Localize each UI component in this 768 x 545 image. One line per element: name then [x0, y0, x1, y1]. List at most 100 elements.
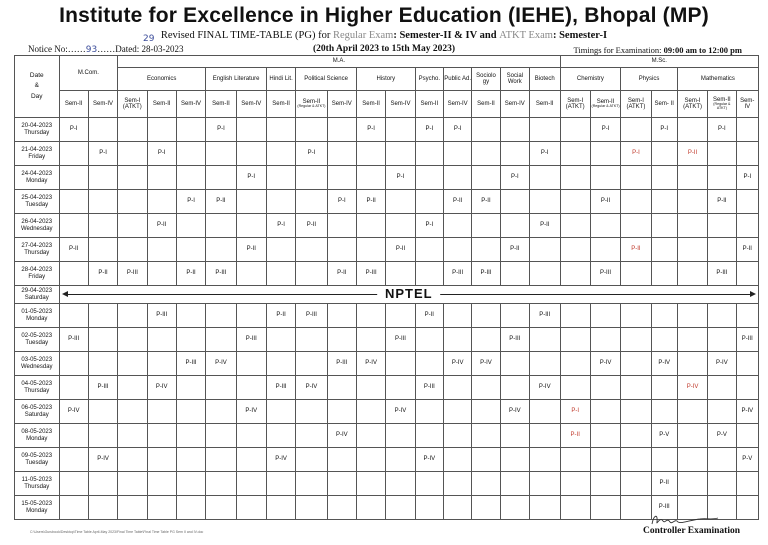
empty-cell [87, 471, 119, 496]
empty-cell [589, 165, 622, 190]
empty-cell [471, 141, 501, 166]
empty-cell [471, 213, 501, 238]
exam-day: Friday [28, 153, 46, 160]
empty-cell [58, 495, 89, 520]
empty-cell [650, 327, 678, 352]
empty-cell [528, 237, 561, 262]
exam-day: Wednesday [20, 363, 53, 370]
empty-cell [528, 423, 561, 448]
empty-cell [499, 423, 530, 448]
semester-header: Sem-IV [385, 90, 416, 118]
empty-cell [235, 261, 267, 286]
date-cell: 03-05-2023 Wednesday [14, 351, 60, 376]
empty-cell [650, 237, 678, 262]
paper-cell: P-II [442, 189, 473, 214]
semester-header: Sem-II (Regular & ATKT) [295, 90, 328, 118]
empty-cell [117, 327, 148, 352]
empty-cell [385, 189, 416, 214]
empty-cell [735, 471, 760, 496]
subject-economics: Economics [117, 67, 207, 91]
empty-cell [471, 117, 501, 142]
paper-cell: P-IV [326, 423, 357, 448]
empty-cell [175, 399, 207, 424]
empty-cell [735, 117, 760, 142]
empty-cell [589, 399, 622, 424]
paper-cell: P-III [735, 327, 760, 352]
empty-cell [471, 327, 501, 352]
empty-cell [295, 237, 328, 262]
nptel-label: NPTEL [376, 287, 441, 301]
subtitle-part-c: : Semester-II & IV and [393, 30, 500, 41]
empty-cell [650, 165, 678, 190]
empty-cell [87, 117, 119, 142]
paper-cell: P-IV [205, 351, 237, 376]
semester-header: Sem-I (ATKT) [117, 90, 148, 118]
semester-header: Sem-II [205, 90, 237, 118]
empty-cell [620, 117, 652, 142]
exam-date: 26-04-2023 [21, 219, 53, 226]
empty-cell [117, 303, 148, 328]
date-cell: 06-05-2023 Saturday [14, 399, 60, 424]
paper-cell: P-IV [385, 399, 416, 424]
empty-cell [528, 447, 561, 472]
subtitle-regular-exam: Regular Exam [332, 30, 394, 41]
paper-cell: P-IV [499, 399, 530, 424]
paper-cell: P-II [735, 237, 760, 262]
empty-cell [620, 189, 652, 214]
exam-date: 27-04-2023 [21, 243, 53, 250]
semester-note: (Regular & ATKT) [591, 104, 620, 109]
subject-social-work: Social Work [499, 67, 530, 91]
paper-cell: P-II [620, 237, 652, 262]
timetable-row: 20-04-2023 Thursday P-I P-I P-I P-I P-I P-I P-I P… [14, 117, 760, 142]
timetable-row: 04-05-2023 Thursday P-III P-IV P-III P-IV P-II… [14, 375, 760, 400]
empty-cell [175, 327, 207, 352]
exam-date: 03-05-2023 [21, 357, 53, 364]
empty-cell [146, 351, 177, 376]
arrow-left-icon [61, 291, 68, 297]
empty-cell [58, 165, 89, 190]
empty-cell [265, 495, 297, 520]
paper-cell: P-IV [355, 351, 387, 376]
empty-cell [559, 189, 591, 214]
notice-number: 93 [85, 45, 98, 55]
paper-cell: P-III [87, 375, 119, 400]
semester-header: Sem-II [58, 90, 89, 118]
empty-cell [707, 165, 737, 190]
paper-cell: P-IV [235, 399, 267, 424]
empty-cell [355, 213, 387, 238]
empty-cell [676, 237, 709, 262]
date-cell: 15-05-2023 Monday [14, 495, 60, 520]
exam-timings: Timings for Examination: 09:00 am to 12:… [573, 45, 742, 55]
empty-cell [471, 447, 501, 472]
empty-cell [471, 165, 501, 190]
empty-cell [620, 213, 652, 238]
paper-cell: P-II [205, 189, 237, 214]
empty-cell [385, 375, 416, 400]
empty-cell [235, 213, 267, 238]
empty-cell [326, 471, 357, 496]
semester-label: Sem-IV [447, 100, 468, 107]
empty-cell [559, 351, 591, 376]
date-cell: 08-05-2023 Monday [14, 423, 60, 448]
empty-cell [117, 495, 148, 520]
subject-english-literature: English Literature [205, 67, 267, 91]
semester-label: Sem-II [713, 96, 731, 103]
date-cell: 25-04-2023 Tuesday [14, 189, 60, 214]
paper-cell: P-II [589, 189, 622, 214]
empty-cell [559, 375, 591, 400]
subject-chemistry: Chemistry [559, 67, 622, 91]
exam-day: Thursday [24, 483, 50, 490]
empty-cell [175, 237, 207, 262]
exam-date: 11-05-2023 [21, 477, 52, 484]
empty-cell [650, 447, 678, 472]
empty-cell [385, 423, 416, 448]
empty-cell [559, 261, 591, 286]
empty-cell [235, 303, 267, 328]
empty-cell [355, 237, 387, 262]
paper-cell: P-II [58, 237, 89, 262]
semester-label: Sem-I (ATKT) [626, 97, 646, 110]
empty-cell [559, 141, 591, 166]
paper-cell: P-III [414, 375, 444, 400]
semester-label: Sem- IV [740, 97, 755, 110]
timetable: Date & Day M.Com. M.A. M.Sc. Economics Englis… [14, 55, 760, 520]
